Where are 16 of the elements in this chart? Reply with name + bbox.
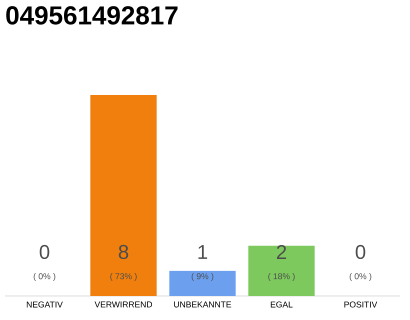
x-tick-label: POSITIV: [344, 302, 378, 308]
data-label: 0: [40, 244, 50, 260]
x-tick-label: NEGATIV: [26, 302, 63, 308]
annotation: ( 9% ): [192, 273, 214, 281]
annotation: ( 73% ): [110, 273, 137, 281]
data-label: 8: [118, 244, 128, 260]
x-tick-label: UNBEKANNTE: [174, 302, 232, 308]
chart-title: 049561492817: [6, 6, 178, 25]
annotation: ( 18% ): [268, 273, 295, 281]
data-label: 2: [276, 245, 286, 259]
annotation: ( 0% ): [34, 273, 56, 281]
annotation: ( 0% ): [350, 273, 372, 281]
x-tick-label: EGAL: [270, 302, 293, 308]
x-tick-label: VERWIRREND: [94, 302, 152, 308]
data-label: 0: [356, 244, 366, 260]
data-label: 1: [198, 245, 208, 259]
